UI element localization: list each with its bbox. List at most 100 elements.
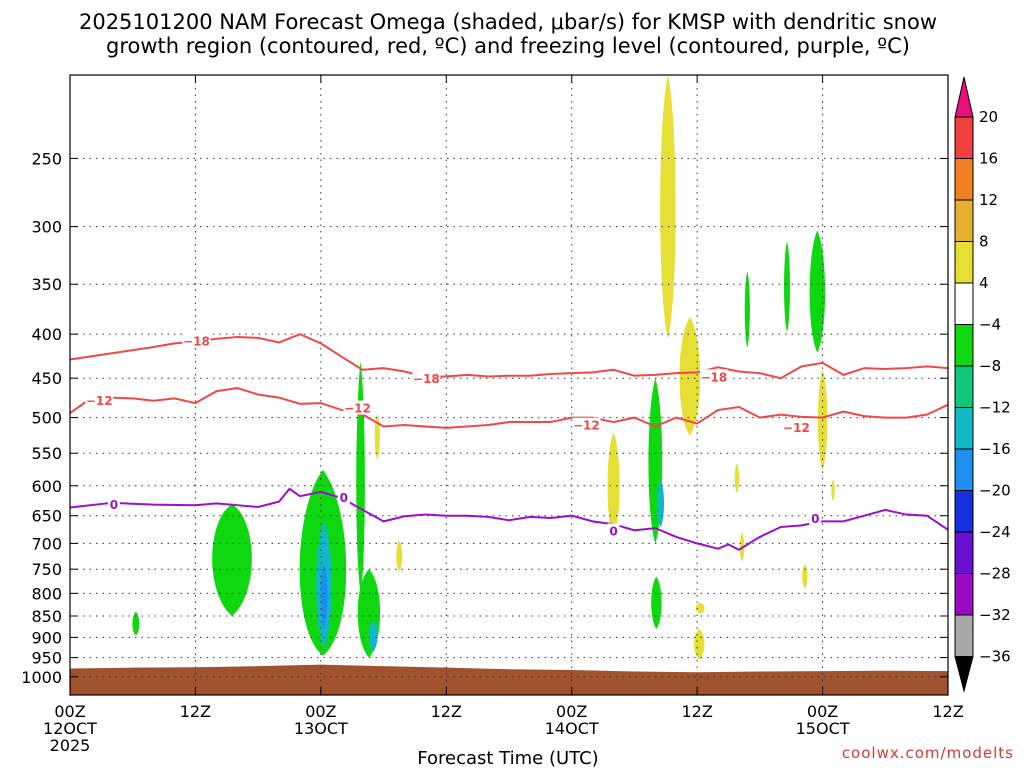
x-tick-label-48-0: 00Z: [556, 702, 587, 721]
omega-region-6: [356, 361, 365, 594]
x-tick-label-24-1: 13OCT: [294, 719, 348, 738]
contour-line-0: [69, 333, 949, 380]
colorbar-label-2: 12: [979, 191, 998, 209]
omega-region-13: [809, 230, 826, 353]
y-tick-label-250: 250: [31, 149, 62, 168]
x-tick-label-72-0: 00Z: [807, 702, 838, 721]
contour-label-bg-0: [182, 333, 211, 348]
colorbar-segment-6: [954, 365, 974, 408]
colorbar-label-11: −28: [979, 565, 1011, 583]
x-tick-label-72-1: 15OCT: [796, 719, 850, 738]
y-tick-label-450: 450: [31, 369, 62, 388]
y-tick-label-550: 550: [31, 444, 62, 463]
omega-region-24: [695, 602, 705, 614]
colorbar-label-13: −36: [979, 648, 1011, 666]
y-tick-label-500: 500: [31, 409, 62, 428]
omega-shading: [132, 75, 835, 660]
colorbar-label-4: 4: [979, 274, 989, 292]
y-axis: 250 300 350 400 450 500 550 600 650 700 750 800 850 9…: [21, 149, 948, 687]
colorbar-segment-10: [954, 531, 974, 574]
omega-region-3: [320, 564, 328, 629]
colorbar-segment-9: [954, 490, 974, 533]
contour-labels: −18 −18 −18 −12 −12 −12 −12 0 0 0 0: [85, 333, 822, 538]
colorbar-label-6: −8: [979, 357, 1001, 375]
contour-label-bg-4: [343, 400, 372, 415]
omega-region-9: [657, 479, 665, 528]
y-tick-label-750: 750: [31, 560, 62, 579]
omega-region-11: [744, 271, 750, 348]
x-tick-label-0-0: 00Z: [54, 702, 85, 721]
colorbar-segment-2: [954, 199, 974, 242]
y-tick-label-800: 800: [31, 584, 62, 603]
omega-region-18: [374, 413, 380, 460]
contour-label-bg-9: [607, 523, 620, 538]
contour-label-4: −12: [344, 402, 371, 416]
contour-label-bg-2: [699, 369, 728, 384]
plot-frame: [69, 74, 949, 696]
x-tick-label-60-0: 12Z: [681, 702, 712, 721]
colorbar-segment-0: [954, 116, 974, 159]
colorbar-segment-5: [954, 324, 974, 367]
contour-label-5: −12: [573, 419, 600, 433]
contour-label-bg-10: [809, 511, 822, 526]
colorbar-arrow-high: [954, 76, 974, 118]
contour-label-1: −18: [413, 372, 440, 386]
y-tick-label-900: 900: [31, 628, 62, 647]
colorbar-label-0: 20: [979, 108, 998, 126]
contour-label-bg-5: [572, 417, 601, 432]
y-tick-label-650: 650: [31, 507, 62, 526]
terrain: [70, 664, 948, 695]
x-tick-label-0-2: 2025: [50, 736, 91, 755]
contour-line-2: [69, 487, 949, 551]
y-tick-label-950: 950: [31, 649, 62, 668]
y-tick-label-700: 700: [31, 534, 62, 553]
contour-label-9: 0: [609, 524, 617, 538]
colorbar-label-8: −16: [979, 440, 1011, 458]
y-tick-label-350: 350: [31, 275, 62, 294]
colorbar-segment-8: [954, 448, 974, 491]
terrain-fill: [70, 664, 948, 695]
omega-region-16: [607, 432, 620, 539]
omega-region-19: [396, 540, 403, 572]
contour-label-7: 0: [110, 498, 118, 512]
omega-region-7: [132, 611, 140, 636]
omega-region-0: [212, 504, 252, 616]
chart-title-line-1: 2025101200 NAM Forecast Omega (shaded, μ…: [79, 10, 937, 34]
x-tick-label-36-0: 12Z: [431, 702, 462, 721]
contour-label-8: 0: [340, 491, 348, 505]
y-tick-label-400: 400: [31, 325, 62, 344]
credit-text: coolwx.com/modelts: [842, 744, 1014, 762]
contour-label-0: −18: [183, 335, 210, 349]
omega-region-25: [694, 628, 705, 660]
omega-region-22: [831, 479, 835, 502]
y-tick-label-1000: 1000: [21, 668, 62, 687]
contour-label-10: 0: [811, 512, 819, 526]
omega-region-20: [734, 463, 740, 494]
colorbar-arrow-low: [954, 656, 974, 693]
omega-region-12: [784, 241, 791, 333]
contour-line-1: [69, 387, 949, 429]
colorbar-label-1: 16: [979, 150, 998, 168]
contour-label-bg-1: [412, 371, 441, 386]
omega-region-5: [368, 620, 378, 652]
contour-label-3: −12: [86, 394, 113, 408]
colorbar-segment-3: [954, 241, 974, 284]
x-tick-label-12-0: 12Z: [180, 702, 211, 721]
colorbar-segment-7: [954, 407, 974, 450]
y-tick-label-850: 850: [31, 607, 62, 626]
colorbar-segment-11: [954, 573, 974, 616]
contours: [69, 333, 949, 551]
omega-region-10: [651, 576, 662, 629]
omega-region-14: [660, 75, 676, 339]
x-tick-label-24-0: 00Z: [305, 702, 336, 721]
contour-label-bg-3: [85, 392, 114, 407]
x-axis-label: Forecast Time (UTC): [417, 748, 598, 768]
omega-region-15: [679, 316, 701, 436]
contour-label-2: −18: [700, 370, 727, 384]
omega-region-23: [802, 564, 808, 589]
x-tick-label-0-1: 12OCT: [43, 719, 97, 738]
contour-label-bg-7: [107, 497, 120, 512]
y-tick-label-300: 300: [31, 218, 62, 237]
